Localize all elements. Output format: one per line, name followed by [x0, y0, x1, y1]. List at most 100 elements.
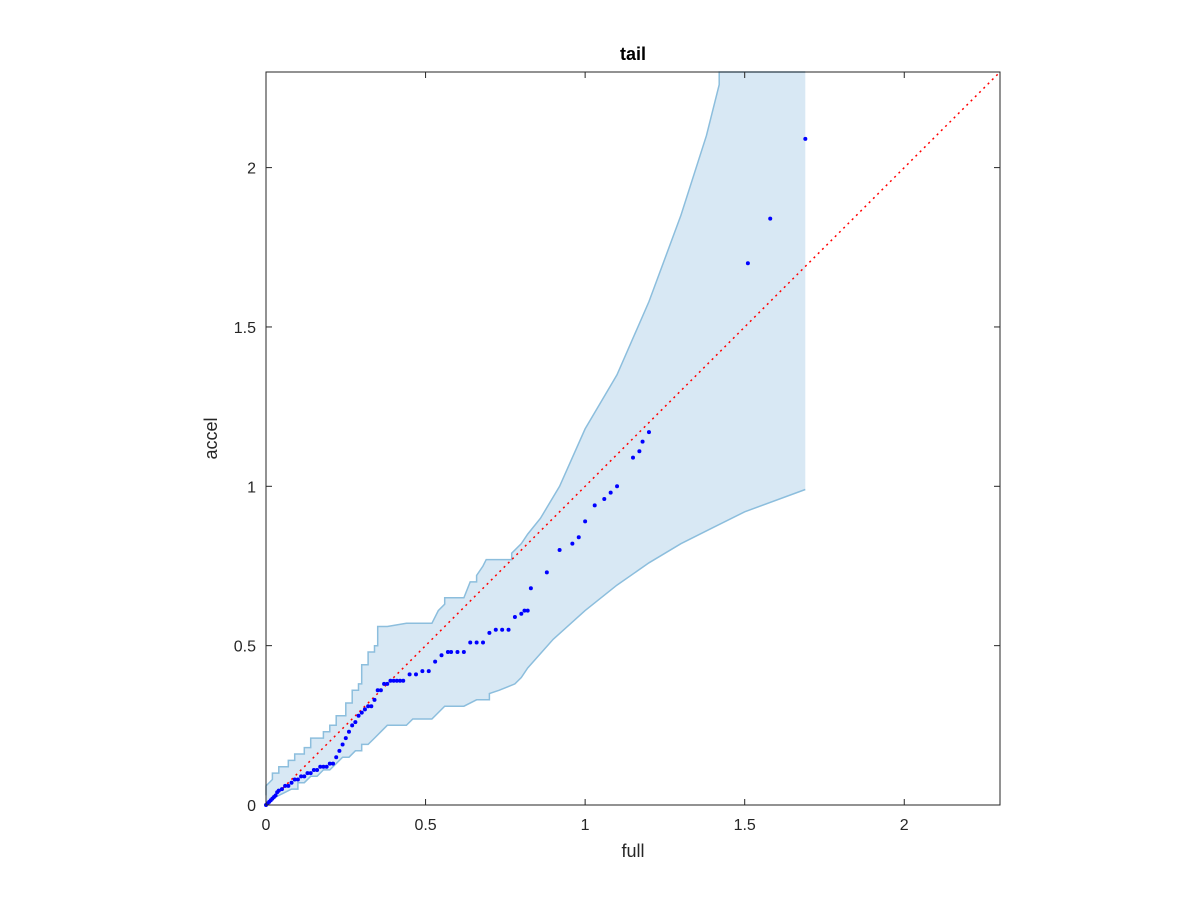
data-point	[299, 774, 304, 779]
y-tick-label: 2	[247, 161, 256, 178]
data-point	[637, 449, 642, 454]
data-point	[382, 681, 387, 686]
data-point	[512, 614, 517, 619]
confidence-band-layer	[265, 71, 806, 806]
axes-box	[265, 71, 1001, 806]
reference-line	[265, 71, 1001, 806]
data-point	[525, 608, 530, 613]
data-point	[308, 771, 313, 776]
data-point	[353, 720, 358, 725]
data-point	[388, 678, 393, 683]
data-point	[289, 780, 294, 785]
confidence-band-upper-edge	[265, 71, 806, 796]
data-point	[394, 678, 399, 683]
data-point	[369, 704, 374, 709]
x-tick-label: 0.5	[414, 817, 436, 834]
y-tick-label: 1.5	[234, 320, 256, 337]
data-point	[378, 688, 383, 693]
x-axis-label: full	[621, 841, 644, 861]
data-point	[324, 764, 329, 769]
data-point	[295, 777, 300, 782]
data-point	[279, 787, 284, 792]
data-point	[646, 430, 651, 435]
data-point	[592, 503, 597, 508]
data-point	[631, 455, 635, 460]
data-point	[283, 783, 288, 788]
y-tick-label: 0	[247, 798, 256, 815]
data-point	[276, 788, 281, 793]
data-point	[321, 764, 326, 769]
data-point	[407, 672, 412, 677]
reference-line-layer	[265, 71, 1001, 806]
confidence-band-lower-edge	[265, 488, 806, 806]
data-point	[337, 748, 342, 753]
data-point	[366, 704, 371, 709]
data-point	[522, 608, 527, 613]
data-point	[391, 678, 396, 683]
data-point	[401, 678, 406, 683]
data-point	[327, 761, 332, 766]
x-tick-label: 0	[262, 817, 271, 834]
data-point	[570, 541, 575, 546]
x-tick-label: 2	[900, 817, 909, 834]
data-point	[398, 678, 403, 683]
data-point	[576, 535, 581, 540]
data-point	[340, 742, 345, 747]
data-point	[362, 707, 367, 712]
data-point	[493, 627, 498, 632]
y-tick-label: 1	[247, 479, 256, 496]
data-point	[331, 761, 336, 766]
x-tick-label: 1	[581, 817, 590, 834]
data-point	[528, 586, 533, 591]
data-point	[292, 777, 297, 782]
ticks-layer: 0 0.5 1 1.5 2 0 0.5 1 1.5 2	[234, 72, 1000, 834]
data-point	[602, 497, 607, 502]
data-point	[420, 669, 425, 674]
data-point	[487, 630, 492, 635]
data-point	[315, 767, 320, 772]
y-axis-label: accel	[201, 417, 221, 459]
y-tick-label: 0.5	[234, 639, 256, 656]
data-point	[608, 490, 613, 495]
data-point	[413, 672, 418, 677]
data-point	[449, 650, 454, 655]
data-point	[768, 216, 773, 221]
data-point	[615, 484, 620, 489]
data-point	[433, 659, 438, 664]
data-point	[375, 688, 380, 693]
data-point	[803, 136, 808, 141]
data-point	[461, 650, 466, 655]
data-point	[350, 723, 355, 728]
data-point	[745, 261, 750, 266]
data-point	[273, 793, 278, 798]
data-point	[640, 439, 645, 444]
data-point	[385, 681, 390, 686]
data-point	[506, 627, 511, 632]
data-points-layer	[264, 136, 808, 807]
confidence-band-fill	[266, 72, 806, 805]
plot-area	[264, 71, 1001, 807]
data-point	[311, 767, 316, 772]
data-point	[359, 710, 364, 715]
data-point	[439, 653, 444, 658]
data-point	[346, 729, 351, 734]
chart-title: tail	[620, 44, 646, 64]
data-point	[455, 650, 460, 655]
data-point	[334, 755, 339, 760]
data-point	[343, 736, 348, 741]
data-point	[583, 519, 588, 524]
x-tick-label: 1.5	[734, 817, 756, 834]
data-point	[445, 650, 450, 655]
data-point	[305, 771, 310, 776]
data-point	[426, 669, 431, 674]
data-point	[519, 611, 524, 616]
data-point	[557, 548, 562, 553]
data-point	[318, 764, 323, 769]
data-point	[481, 640, 486, 645]
data-point	[286, 783, 291, 788]
data-point	[544, 570, 549, 575]
data-point	[302, 774, 307, 779]
data-point	[468, 640, 473, 645]
data-point	[500, 627, 505, 632]
